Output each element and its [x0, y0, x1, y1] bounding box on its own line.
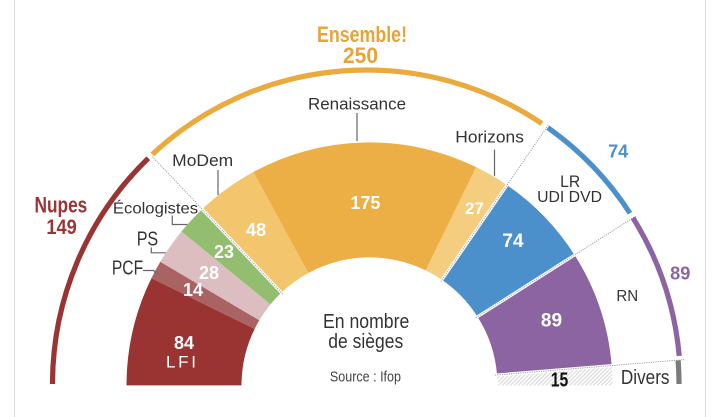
svg-text:27: 27 [465, 199, 484, 218]
svg-text:149: 149 [46, 216, 76, 239]
svg-text:LR: LR [560, 172, 580, 191]
svg-text:Source : Ifop: Source : Ifop [330, 369, 401, 386]
svg-text:250: 250 [343, 43, 378, 68]
svg-text:Divers: Divers [621, 367, 670, 389]
svg-text:Nupes: Nupes [35, 193, 88, 218]
svg-text:Écologistes: Écologistes [113, 198, 198, 217]
svg-text:74: 74 [608, 142, 628, 162]
svg-text:En nombre: En nombre [323, 311, 409, 333]
svg-text:175: 175 [350, 193, 380, 213]
svg-text:89: 89 [541, 310, 562, 331]
svg-text:UDI DVD: UDI DVD [537, 189, 602, 206]
svg-text:RN: RN [616, 288, 638, 305]
svg-text:MoDem: MoDem [172, 151, 233, 170]
svg-text:23: 23 [214, 242, 234, 262]
svg-text:15: 15 [551, 369, 569, 391]
svg-text:PCF: PCF [112, 258, 143, 280]
svg-text:Renaissance: Renaissance [308, 95, 406, 114]
svg-text:48: 48 [246, 220, 266, 240]
svg-text:84: 84 [174, 333, 194, 353]
svg-text:PS: PS [137, 229, 159, 251]
svg-text:Ensemble!: Ensemble! [317, 22, 407, 47]
svg-text:Horizons: Horizons [455, 127, 524, 146]
svg-text:28: 28 [199, 263, 219, 283]
svg-text:LFI: LFI [166, 353, 196, 372]
svg-text:de sièges: de sièges [328, 331, 403, 353]
svg-text:14: 14 [183, 280, 203, 300]
svg-text:74: 74 [502, 231, 524, 252]
svg-text:89: 89 [670, 263, 690, 283]
